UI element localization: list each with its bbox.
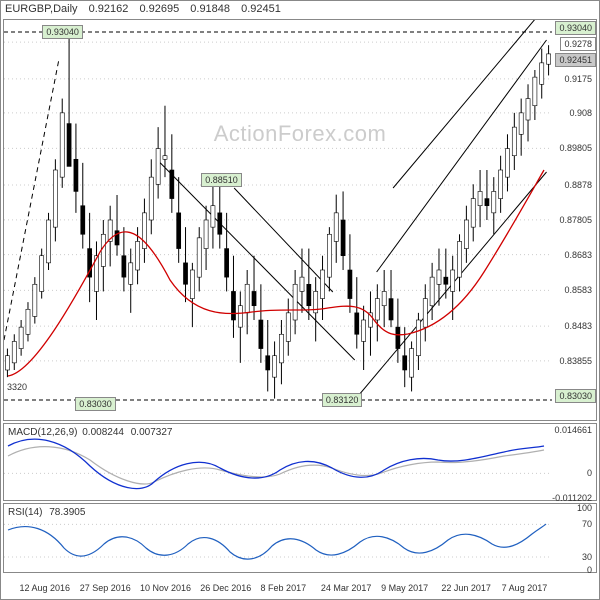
xaxis-label: 26 Dec 2016 [200,583,251,593]
price-tag: 0.83030 [555,389,596,403]
price-tag: 0.92451 [555,53,596,67]
macd-panel[interactable]: MACD(12,26,9) 0.008244 0.007327 0.014661… [3,423,597,501]
xaxis-label: 7 Aug 2017 [502,583,548,593]
rsi-panel[interactable]: RSI(14) 78.3905 10070300 [3,503,597,573]
price-ytick: 0.9175 [564,74,592,84]
xaxis-label: 8 Feb 2017 [261,583,307,593]
rsi-ytick: 70 [582,519,592,529]
xaxis-label: 10 Nov 2016 [140,583,191,593]
price-ytick: 0.83855 [559,356,592,366]
xaxis-label: 9 May 2017 [381,583,428,593]
macd-canvas [4,424,598,500]
forex-chart-container: EURGBP,Daily 0.92162 0.92695 0.91848 0.9… [0,0,600,600]
close-value: 0.92451 [241,3,281,15]
price-ytick: 0.8683 [564,250,592,260]
price-panel[interactable]: 0.9278 0.9175 0.908 0.89805 0.8878 0.87805 0.8… [3,19,597,421]
price-ytick: 0.8878 [564,180,592,190]
low-value: 0.91848 [190,3,230,15]
price-annotation: 0.83030 [75,397,116,411]
xaxis-label: 24 Mar 2017 [321,583,372,593]
price-tag: 0.93040 [555,21,596,35]
price-ytick: 0.87805 [559,215,592,225]
rsi-ytick: 0 [587,565,592,575]
price-canvas [4,20,598,420]
rsi-canvas [4,504,598,572]
price-annotation: 0.93040 [42,25,83,39]
macd-ytick: 0.014661 [554,425,592,435]
xaxis-label: 22 Jun 2017 [441,583,491,593]
price-ytick: 0.8583 [564,285,592,295]
rsi-ytick: 100 [577,503,592,513]
xaxis-label: 27 Sep 2016 [80,583,131,593]
symbol-timeframe: EURGBP,Daily [5,3,78,15]
price-ytick: 0.89805 [559,143,592,153]
open-value: 0.92162 [89,3,129,15]
price-annotation: 0.88510 [201,173,242,187]
price-tag: 0.9278 [560,37,596,51]
price-annotation: 0.83120 [322,393,363,407]
xaxis-label: 12 Aug 2016 [19,583,70,593]
x-axis: 12 Aug 2016 27 Sep 2016 10 Nov 2016 26 Dec … [3,575,551,597]
macd-ytick: 0 [587,468,592,478]
macd-ytick: -0.011202 [552,493,592,503]
price-annotation: 3320 [4,381,30,393]
high-value: 0.92695 [139,3,179,15]
rsi-ytick: 30 [582,552,592,562]
price-ytick: 0.908 [569,108,592,118]
price-ytick: 0.8483 [564,321,592,331]
chart-header: EURGBP,Daily 0.92162 0.92695 0.91848 0.9… [5,3,289,15]
